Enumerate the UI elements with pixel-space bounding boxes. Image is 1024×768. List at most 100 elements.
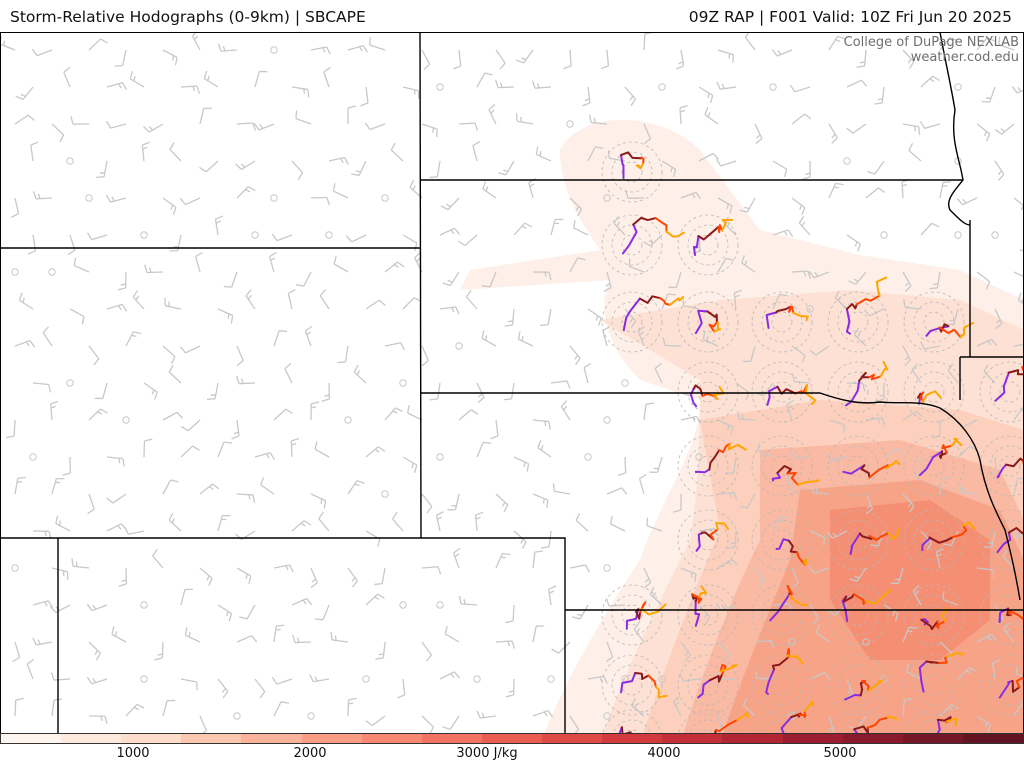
wind-barb	[481, 271, 497, 288]
wind-barb	[309, 674, 330, 683]
wind-barb	[217, 43, 238, 52]
wind-barb	[132, 290, 145, 310]
credit: College of DuPage NEXLAB weather.cod.edu	[844, 35, 1019, 65]
colorbar-swatch	[902, 734, 964, 743]
map-panel[interactable]: College of DuPage NEXLAB weather.cod.edu	[0, 32, 1024, 744]
state-border-line	[1, 537, 566, 743]
wind-barb	[717, 419, 734, 435]
wind-barb	[1002, 549, 1015, 569]
wind-barb	[353, 364, 367, 384]
wind-barb	[532, 625, 545, 643]
wind-barb	[828, 35, 846, 51]
hodograph	[979, 509, 1023, 571]
wind-barb	[236, 186, 256, 199]
hodograph	[677, 214, 739, 276]
wind-barb	[365, 530, 381, 547]
state-border-line	[421, 392, 941, 409]
wind-barb	[672, 695, 682, 717]
wind-barb	[421, 345, 429, 367]
wind-barb	[717, 641, 730, 661]
wind-barb	[421, 493, 433, 514]
wind-barb	[125, 331, 142, 347]
colorbar-swatch	[301, 734, 363, 743]
wind-barb	[939, 181, 952, 199]
wind-barb	[569, 564, 590, 573]
wind-barb	[30, 141, 39, 162]
wind-barb	[513, 530, 527, 550]
wind-barb	[849, 567, 867, 582]
wind-barb	[162, 411, 184, 421]
wind-barb	[439, 227, 461, 236]
wind-barb	[168, 512, 182, 532]
wind-barb	[883, 604, 899, 622]
cape-contour-fill	[830, 500, 990, 660]
wind-barb	[14, 697, 24, 717]
wind-barb	[702, 331, 719, 347]
hodograph	[827, 509, 899, 571]
colorbar-tick-label: 5000	[823, 746, 857, 761]
wind-barb	[347, 105, 356, 125]
calm-wind-circle	[66, 157, 74, 165]
wind-barb	[662, 337, 682, 347]
calm-wind-circle	[233, 712, 241, 720]
wind-barb	[772, 229, 794, 237]
wind-barb	[87, 493, 95, 515]
calm-wind-circle	[547, 675, 555, 683]
hodograph	[827, 584, 892, 646]
wind-barb	[633, 622, 645, 643]
wind-barb	[260, 477, 275, 495]
hodograph	[677, 584, 739, 646]
hodograph	[979, 584, 1023, 646]
wind-barb	[124, 526, 145, 535]
wind-barb	[88, 38, 108, 51]
wind-barb	[421, 715, 435, 735]
calm-wind-circle	[122, 416, 130, 424]
wind-barb	[453, 49, 462, 70]
wind-barb	[902, 271, 912, 292]
wind-barb	[439, 671, 461, 680]
wind-barb	[742, 697, 756, 717]
wind-barb	[517, 331, 534, 347]
wind-barb	[976, 715, 991, 733]
calm-wind-circle	[769, 83, 777, 91]
colorbar-swatch	[61, 734, 123, 743]
wind-barb	[680, 415, 701, 424]
wind-barb	[717, 257, 735, 273]
wind-barb	[643, 234, 663, 247]
wind-barb	[1003, 622, 1015, 643]
wind-barb	[32, 600, 54, 609]
hodograph	[979, 361, 1023, 423]
wind-barb	[476, 382, 485, 404]
wind-barb	[754, 123, 763, 145]
wind-barb	[314, 441, 330, 458]
wind-barb	[505, 678, 515, 698]
wind-barb	[14, 114, 35, 125]
wind-barb	[253, 123, 275, 131]
wind-barb	[1013, 343, 1023, 347]
wind-barb	[351, 160, 367, 177]
wind-barb	[742, 345, 756, 363]
wind-barb	[236, 493, 256, 503]
wind-barb	[717, 491, 738, 501]
wind-barb	[217, 678, 229, 699]
calm-wind-circle	[270, 194, 278, 202]
calm-wind-circle	[251, 231, 259, 239]
hodograph	[903, 361, 965, 423]
wind-barb	[786, 399, 794, 421]
wind-barb	[203, 70, 219, 88]
wind-barb	[513, 222, 533, 236]
wind-barb	[808, 566, 830, 574]
wind-barb	[321, 382, 331, 402]
wind-barb	[727, 530, 737, 550]
wind-barb	[911, 363, 922, 384]
wind-barb	[73, 257, 90, 273]
wind-barb	[563, 49, 572, 70]
wind-barb	[939, 476, 950, 495]
wind-barb	[162, 699, 176, 717]
hodograph	[751, 584, 813, 646]
wind-barb	[51, 567, 69, 580]
wind-barb	[458, 409, 479, 421]
wind-barb	[439, 306, 460, 315]
wind-barb	[310, 46, 331, 55]
calm-wind-circle	[381, 194, 389, 202]
